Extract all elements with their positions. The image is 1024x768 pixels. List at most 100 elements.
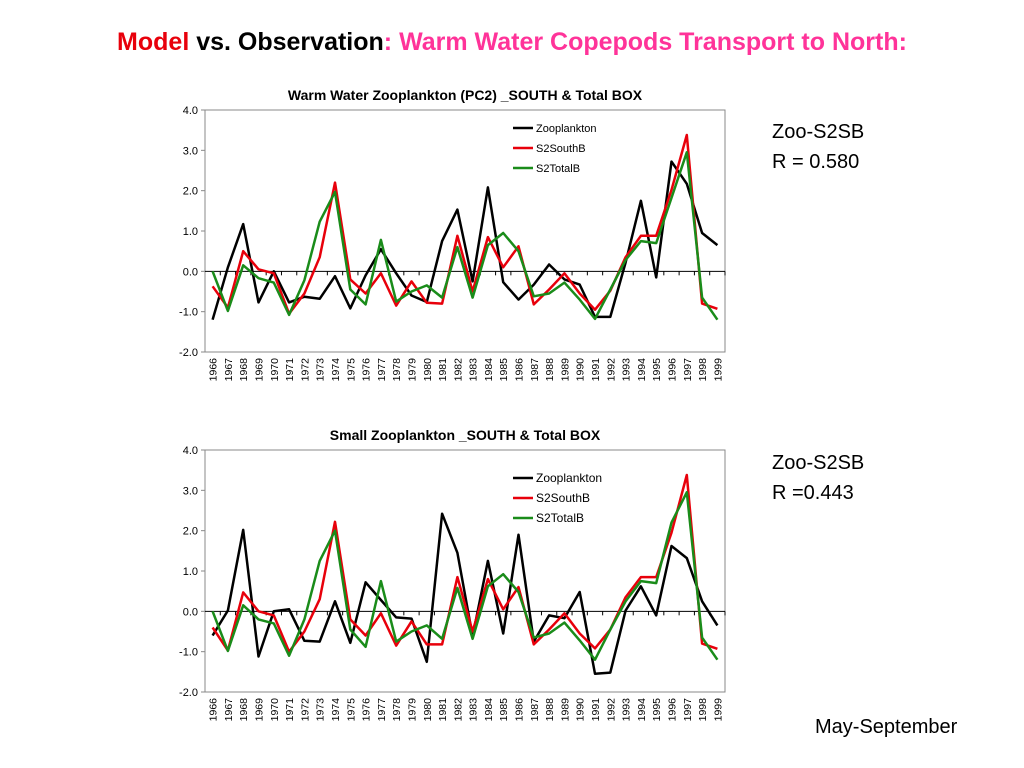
x-tick-label: 1999 <box>712 358 724 382</box>
chart-warm-water-zooplankton: Warm Water Zooplankton (PC2) _SOUTH & To… <box>165 80 726 390</box>
y-tick-label: 4.0 <box>183 105 198 117</box>
chart-small-zooplankton: Small Zooplankton _SOUTH & Total BOX -2.0… <box>165 420 726 730</box>
x-tick-label: 1999 <box>712 698 724 722</box>
plot-area-frame <box>204 449 726 693</box>
x-tick-label: 1979 <box>406 358 418 382</box>
y-tick-label: 2.0 <box>183 186 198 198</box>
x-tick-label: 1988 <box>544 698 556 722</box>
x-tick-label: 1976 <box>361 358 373 382</box>
x-tick-label: 1978 <box>391 698 403 722</box>
x-tick-label: 1987 <box>529 698 541 722</box>
x-tick-label: 1970 <box>269 358 281 382</box>
x-tick-label: 1996 <box>666 698 678 722</box>
chart2-note-label: Zoo-S2SB <box>772 452 865 474</box>
y-tick-label: 1.0 <box>183 226 198 238</box>
y-tick-label: 1.0 <box>183 566 198 578</box>
y-tick-label: -2.0 <box>179 687 198 699</box>
chart1-correlation-note: Zoo-S2SB R = 0.580 <box>772 117 864 177</box>
x-tick-label: 1968 <box>238 358 250 382</box>
chart1-note-label: Zoo-S2SB <box>772 121 865 143</box>
x-tick-label: 1974 <box>330 698 342 722</box>
x-tick-label: 1967 <box>223 358 235 382</box>
legend-label: S2TotalB <box>536 163 580 175</box>
x-tick-label: 1993 <box>621 358 633 382</box>
x-tick-label: 1971 <box>284 358 296 382</box>
y-tick-label: 3.0 <box>183 145 198 157</box>
x-tick-label: 1969 <box>254 698 266 722</box>
y-tick-label: 4.0 <box>183 445 198 457</box>
x-tick-label: 1987 <box>529 358 541 382</box>
x-tick-label: 1980 <box>422 358 434 382</box>
x-tick-label: 1997 <box>682 698 694 722</box>
series-line-s2southb <box>211 473 718 653</box>
x-tick-label: 1975 <box>345 698 357 722</box>
x-tick-label: 1973 <box>315 358 327 382</box>
x-tick-label: 1967 <box>223 698 235 722</box>
x-tick-label: 1985 <box>498 358 510 382</box>
x-tick-label: 1983 <box>468 698 480 722</box>
x-tick-label: 1981 <box>437 698 449 722</box>
y-tick-label: 3.0 <box>183 485 198 497</box>
y-tick-label: -1.0 <box>179 307 198 319</box>
legend-label: S2TotalB <box>536 511 584 525</box>
x-tick-label: 1981 <box>437 358 449 382</box>
title-vs-observation: vs. Observation <box>189 28 384 56</box>
x-tick-label: 1997 <box>682 358 694 382</box>
x-tick-label: 1984 <box>483 358 495 382</box>
x-tick-label: 1971 <box>284 698 296 722</box>
x-tick-label: 1983 <box>468 358 480 382</box>
y-tick-label: 0.0 <box>183 266 198 278</box>
series-line-s2totalb <box>211 151 719 321</box>
x-tick-label: 1992 <box>605 698 617 722</box>
x-tick-label: 1992 <box>605 358 617 382</box>
y-tick-label: -1.0 <box>179 647 198 659</box>
x-tick-label: 1970 <box>269 698 281 722</box>
slide-title: Model vs. Observation: Warm Water Copepo… <box>0 28 1024 57</box>
x-tick-label: 1969 <box>254 358 266 382</box>
chart2-note-r: R =0.443 <box>772 482 854 504</box>
x-tick-label: 1991 <box>590 358 602 382</box>
x-tick-label: 1973 <box>315 698 327 722</box>
x-tick-label: 1972 <box>299 358 311 382</box>
x-tick-label: 1982 <box>452 358 464 382</box>
chart-title: Small Zooplankton _SOUTH & Total BOX <box>330 427 601 443</box>
x-tick-label: 1998 <box>697 698 709 722</box>
chart1-note-r: R = 0.580 <box>772 151 860 173</box>
x-tick-label: 1993 <box>621 698 633 722</box>
x-tick-label: 1977 <box>376 358 388 382</box>
x-tick-label: 1966 <box>208 358 220 382</box>
y-tick-label: -2.0 <box>179 347 198 359</box>
x-tick-label: 1975 <box>345 358 357 382</box>
chart-title: Warm Water Zooplankton (PC2) _SOUTH & To… <box>288 87 643 103</box>
x-tick-label: 1978 <box>391 358 403 382</box>
x-tick-label: 1991 <box>590 698 602 722</box>
title-subject: : Warm Water Copepods Transport to North… <box>383 28 907 56</box>
legend-label: S2SouthB <box>536 491 590 505</box>
legend-label: S2SouthB <box>536 143 586 155</box>
x-tick-label: 1982 <box>452 698 464 722</box>
legend-label: Zooplankton <box>536 123 597 135</box>
y-tick-label: 0.0 <box>183 606 198 618</box>
x-tick-label: 1994 <box>636 358 648 382</box>
season-label: May-September <box>815 716 958 738</box>
series-line-s2totalb <box>211 491 719 661</box>
x-tick-label: 1996 <box>666 358 678 382</box>
x-tick-label: 1995 <box>651 358 663 382</box>
x-tick-label: 1990 <box>575 698 587 722</box>
x-tick-label: 1984 <box>483 698 495 722</box>
legend-label: Zooplankton <box>536 471 602 485</box>
x-tick-label: 1989 <box>559 358 571 382</box>
x-tick-label: 1980 <box>422 698 434 722</box>
x-tick-label: 1986 <box>514 698 526 722</box>
x-tick-label: 1989 <box>559 698 571 722</box>
chart2-correlation-note: Zoo-S2SB R =0.443 <box>772 448 864 508</box>
x-tick-label: 1995 <box>651 698 663 722</box>
series-line-s2southb <box>211 133 718 315</box>
x-tick-label: 1972 <box>299 698 311 722</box>
x-tick-label: 1998 <box>697 358 709 382</box>
x-tick-label: 1990 <box>575 358 587 382</box>
title-model: Model <box>117 28 190 56</box>
x-tick-label: 1977 <box>376 698 388 722</box>
y-tick-label: 2.0 <box>183 526 198 538</box>
chart-2-svg: Small Zooplankton _SOUTH & Total BOX -2.0… <box>179 427 726 722</box>
